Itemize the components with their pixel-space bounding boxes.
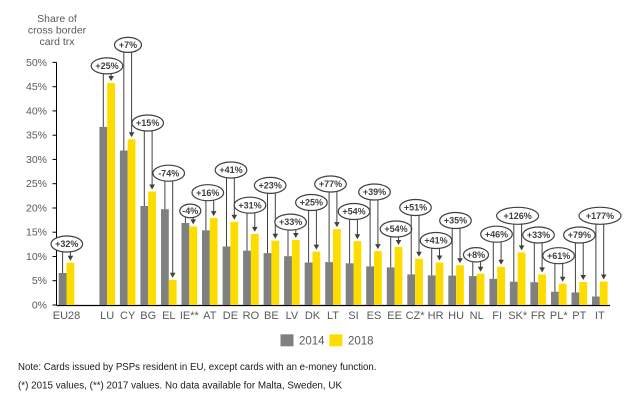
svg-text:45%: 45% xyxy=(26,81,47,93)
svg-text:+25%: +25% xyxy=(95,61,118,71)
svg-text:+15%: +15% xyxy=(136,118,159,128)
svg-text:40%: 40% xyxy=(26,105,47,117)
svg-text:card trx: card trx xyxy=(39,36,75,48)
svg-text:+177%: +177% xyxy=(586,211,614,221)
svg-text:25%: 25% xyxy=(26,178,47,190)
svg-text:LU: LU xyxy=(100,310,114,322)
svg-text:CZ*: CZ* xyxy=(406,310,426,322)
svg-text:+126%: +126% xyxy=(503,211,531,221)
svg-text:+51%: +51% xyxy=(404,203,427,213)
svg-text:EE: EE xyxy=(387,310,402,322)
svg-text:+41%: +41% xyxy=(219,165,242,175)
svg-text:DK: DK xyxy=(305,310,321,322)
svg-text:+79%: +79% xyxy=(568,230,591,240)
svg-text:+25%: +25% xyxy=(300,198,323,208)
svg-text:+16%: +16% xyxy=(196,188,219,198)
svg-text:LV: LV xyxy=(286,310,299,322)
svg-text:IT: IT xyxy=(595,310,605,322)
svg-text:EL: EL xyxy=(162,310,175,322)
svg-text:+77%: +77% xyxy=(319,179,342,189)
svg-text:(*) 2015 values, (**) 2017 val: (*) 2015 values, (**) 2017 values. No da… xyxy=(18,381,342,392)
svg-text:HR: HR xyxy=(428,310,444,322)
svg-text:+23%: +23% xyxy=(259,181,282,191)
svg-text:Share of: Share of xyxy=(37,13,77,25)
svg-text:+35%: +35% xyxy=(444,216,467,226)
svg-text:BG: BG xyxy=(140,310,156,322)
svg-text:+32%: +32% xyxy=(55,239,78,249)
svg-text:SI: SI xyxy=(348,310,358,322)
svg-text:30%: 30% xyxy=(26,154,47,166)
svg-text:+33%: +33% xyxy=(279,217,302,227)
svg-text:20%: 20% xyxy=(26,203,47,215)
svg-text:5%: 5% xyxy=(32,275,47,287)
svg-text:+33%: +33% xyxy=(527,230,550,240)
svg-text:+39%: +39% xyxy=(363,187,386,197)
svg-text:ES: ES xyxy=(367,310,382,322)
svg-text:CY: CY xyxy=(120,310,136,322)
svg-text:+8%: +8% xyxy=(467,250,485,260)
svg-text:-74%: -74% xyxy=(158,168,179,178)
svg-text:50%: 50% xyxy=(26,57,47,69)
svg-text:+31%: +31% xyxy=(238,200,261,210)
svg-text:-4%: -4% xyxy=(182,206,198,216)
svg-text:35%: 35% xyxy=(26,130,47,142)
svg-text:IE**: IE** xyxy=(180,310,200,322)
svg-text:LT: LT xyxy=(327,310,339,322)
svg-text:FI: FI xyxy=(492,310,502,322)
svg-text:+54%: +54% xyxy=(384,224,407,234)
svg-text:+7%: +7% xyxy=(119,40,137,50)
svg-text:RO: RO xyxy=(243,310,260,322)
svg-text:HU: HU xyxy=(448,310,464,322)
svg-text:2014: 2014 xyxy=(299,336,325,348)
svg-text:PL*: PL* xyxy=(550,310,568,322)
svg-text:NL: NL xyxy=(470,310,484,322)
svg-text:15%: 15% xyxy=(26,227,47,239)
svg-text:SK*: SK* xyxy=(508,310,528,322)
svg-text:10%: 10% xyxy=(26,251,47,263)
svg-text:BE: BE xyxy=(264,310,279,322)
svg-text:Note: Cards issued by PSPs res: Note: Cards issued by PSPs resident in E… xyxy=(18,362,377,373)
svg-text:+46%: +46% xyxy=(485,229,508,239)
svg-text:+61%: +61% xyxy=(547,251,570,261)
svg-text:cross border: cross border xyxy=(28,25,87,37)
svg-text:FR: FR xyxy=(531,310,546,322)
svg-text:2018: 2018 xyxy=(348,336,374,348)
svg-text:+41%: +41% xyxy=(424,236,447,246)
svg-text:+54%: +54% xyxy=(342,207,365,217)
svg-text:DE: DE xyxy=(223,310,238,322)
svg-text:0%: 0% xyxy=(32,300,47,312)
svg-text:AT: AT xyxy=(203,310,217,322)
svg-text:PT: PT xyxy=(572,310,586,322)
svg-text:EU28: EU28 xyxy=(53,310,81,322)
